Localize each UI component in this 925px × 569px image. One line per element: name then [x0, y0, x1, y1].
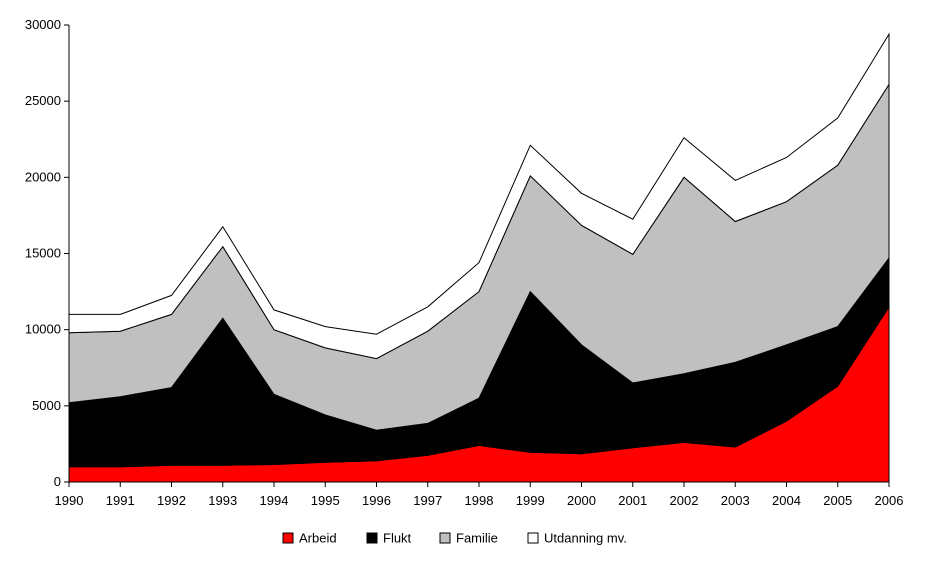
y-tick-label: 5000: [32, 398, 61, 413]
legend-label: Utdanning mv.: [544, 531, 627, 546]
x-axis-ticks: 1990 1991 1992 1993 1994 1995 1996 1997 1998 1999…: [55, 482, 904, 508]
x-tick-label: 1994: [260, 493, 289, 508]
x-tick-label: 2000: [567, 493, 596, 508]
x-tick-label: 2005: [823, 493, 852, 508]
legend-label: Flukt: [383, 531, 412, 546]
x-tick-label: 2006: [875, 493, 904, 508]
x-tick-label: 1998: [465, 493, 494, 508]
legend-swatch: [439, 532, 451, 544]
y-tick-label: 10000: [25, 322, 61, 337]
x-tick-label: 1990: [55, 493, 84, 508]
x-tick-label: 1991: [106, 493, 135, 508]
y-tick-label: 0: [54, 474, 61, 489]
x-tick-label: 1993: [208, 493, 237, 508]
legend-swatch: [282, 532, 294, 544]
y-tick-label: 25000: [25, 93, 61, 108]
y-axis-ticks: 0 5000 10000 15000 20000 25000 30000: [25, 17, 69, 489]
legend-label: Arbeid: [299, 531, 337, 546]
x-tick-label: 2002: [670, 493, 699, 508]
legend-swatch: [527, 532, 539, 544]
y-tick-label: 30000: [25, 17, 61, 32]
x-tick-label: 2003: [721, 493, 750, 508]
y-tick-label: 15000: [25, 246, 61, 261]
legend: Arbeid Flukt Familie Utdanning mv.: [282, 531, 627, 546]
x-tick-label: 2004: [772, 493, 801, 508]
legend-label: Familie: [456, 531, 498, 546]
x-tick-label: 1992: [157, 493, 186, 508]
x-tick-label: 1997: [413, 493, 442, 508]
y-tick-label: 20000: [25, 169, 61, 184]
area-series-utdanning-mv: [68, 32, 890, 360]
x-tick-label: 1996: [362, 493, 391, 508]
x-tick-label: 1999: [516, 493, 545, 508]
x-tick-label: 2001: [618, 493, 647, 508]
plot-area: [68, 32, 890, 483]
x-tick-label: 1995: [311, 493, 340, 508]
legend-swatch: [366, 532, 378, 544]
